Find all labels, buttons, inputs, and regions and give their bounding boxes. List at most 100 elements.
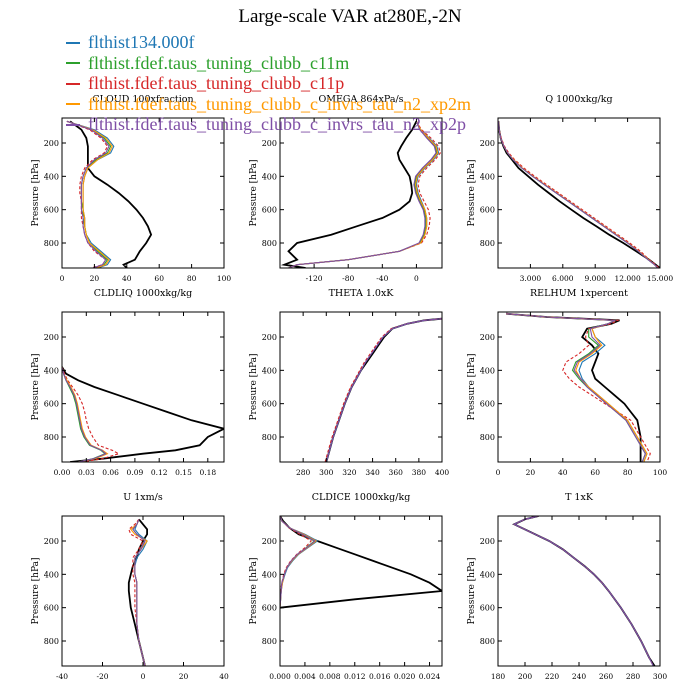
legend-item: flthist134.000f — [66, 32, 471, 53]
y-tick-label: 400 — [480, 570, 495, 579]
panel-4: THETA 1.0xK Pressure [hPa] 200 400 600 800 280… — [249, 288, 449, 477]
y-tick-label: 200 — [44, 333, 59, 342]
y-tick-label: 800 — [480, 433, 495, 442]
x-tick-label: 15.000 — [647, 274, 673, 283]
plot-frame — [279, 311, 443, 463]
x-tick-label: 380 — [412, 468, 427, 477]
legend-item: flthist.fdef.taus_tuning_clubb_c_invrs_t… — [66, 94, 471, 115]
x-tick-label: 280 — [296, 468, 311, 477]
x-tick-label: 0.012 — [344, 672, 366, 681]
x-tick-label: 260 — [599, 672, 614, 681]
x-tick-label: 300 — [319, 468, 334, 477]
panel-8: T 1xK Pressure [hPa] 200 400 600 800 180 200 220… — [467, 492, 667, 681]
y-axis-label: Pressure [hPa] — [249, 159, 259, 226]
series-line — [62, 366, 109, 462]
legend-item: flthist.fdef.taus_tuning_clubb_c11m — [66, 53, 471, 74]
x-tick-label: 100 — [653, 468, 668, 477]
y-tick-label: 600 — [262, 206, 277, 215]
series-line — [512, 516, 654, 666]
series-line — [324, 318, 442, 462]
x-tick-label: 0.000 — [269, 672, 291, 681]
series-line — [62, 366, 224, 462]
plot-frame — [61, 311, 225, 463]
panel-title: Q 1000xkg/kg — [545, 94, 612, 105]
x-tick-label: 0.00 — [54, 468, 71, 477]
y-axis-label: Pressure [hPa] — [467, 159, 477, 226]
x-tick-label: 0.020 — [394, 672, 416, 681]
series-line — [506, 313, 647, 462]
x-tick-label: 60 — [154, 274, 164, 283]
x-tick-label: 0.016 — [369, 672, 391, 681]
x-tick-label: 20 — [526, 468, 536, 477]
y-tick-label: 800 — [44, 637, 59, 646]
y-tick-label: 200 — [262, 139, 277, 148]
plot-frame — [279, 515, 443, 667]
series-line — [325, 318, 442, 462]
series-line — [66, 120, 109, 268]
y-axis-label: Pressure [hPa] — [31, 557, 41, 624]
x-tick-label: 80 — [623, 468, 633, 477]
series-line — [66, 120, 113, 268]
plot-frame — [497, 311, 661, 463]
series-line — [280, 120, 418, 268]
x-tick-label: -20 — [96, 672, 108, 681]
x-tick-label: 360 — [389, 468, 404, 477]
x-tick-label: 80 — [187, 274, 197, 283]
series-line — [66, 120, 110, 268]
plot-frame — [61, 117, 225, 269]
y-tick-label: 200 — [480, 333, 495, 342]
x-tick-label: 0 — [60, 274, 65, 283]
x-tick-label: -80 — [342, 274, 354, 283]
panel-6: U 1xm/s Pressure [hPa] 200 400 600 800 -40 -20 0… — [31, 492, 229, 681]
x-tick-label: 340 — [365, 468, 380, 477]
y-tick-label: 200 — [480, 139, 495, 148]
x-tick-label: 0.024 — [419, 672, 441, 681]
series-line — [127, 518, 149, 666]
legend-swatch — [66, 103, 80, 106]
legend: flthist134.000f flthist.fdef.taus_tuning… — [66, 32, 471, 135]
series-line — [498, 121, 660, 268]
x-tick-label: 20 — [90, 274, 100, 283]
series-line — [506, 313, 648, 462]
y-tick-label: 200 — [262, 333, 277, 342]
y-tick-label: 800 — [480, 239, 495, 248]
series-line — [128, 518, 146, 666]
y-tick-label: 600 — [480, 400, 495, 409]
series-line — [280, 516, 319, 608]
x-tick-label: 0.06 — [102, 468, 119, 477]
legend-swatch — [66, 41, 80, 44]
x-tick-label: 0.12 — [151, 468, 168, 477]
y-axis-label: Pressure [hPa] — [249, 353, 259, 420]
series-line — [512, 516, 654, 666]
y-tick-label: 400 — [262, 570, 277, 579]
x-tick-label: 0.008 — [319, 672, 341, 681]
y-axis-label: Pressure [hPa] — [467, 353, 477, 420]
y-axis-label: Pressure [hPa] — [467, 557, 477, 624]
series-line — [69, 120, 153, 268]
x-tick-label: 240 — [572, 672, 587, 681]
series-line — [132, 519, 146, 666]
y-tick-label: 600 — [262, 604, 277, 613]
x-tick-label: 60 — [590, 468, 600, 477]
legend-label: flthist134.000f — [88, 32, 195, 52]
panel-title: U 1xm/s — [123, 492, 163, 503]
legend-label: flthist.fdef.taus_tuning_clubb_c_invrs_t… — [88, 93, 471, 114]
series-line — [66, 120, 112, 268]
series-line — [280, 516, 316, 608]
panel-7: CLDICE 1000xkg/kg Pressure [hPa] 200 400 600… — [249, 492, 443, 681]
panel-1: OMEGA 864xPa/s Pressure [hPa] 200 400 600 800… — [249, 94, 443, 283]
y-tick-label: 400 — [480, 172, 495, 181]
series-line — [498, 121, 660, 268]
panel-3: CLDLIQ 1000xkg/kg Pressure [hPa] 200 400 600… — [31, 288, 225, 477]
series-line — [506, 313, 647, 462]
y-tick-label: 600 — [44, 206, 59, 215]
y-tick-label: 800 — [262, 637, 277, 646]
series-line — [280, 516, 318, 608]
y-tick-label: 800 — [44, 239, 59, 248]
x-tick-label: 3.000 — [520, 274, 542, 283]
y-axis-label: Pressure [hPa] — [249, 557, 259, 624]
y-tick-label: 800 — [262, 433, 277, 442]
x-tick-label: 0 — [414, 274, 419, 283]
legend-item: flthist.fdef.taus_tuning_clubb_c_invrs_t… — [66, 114, 471, 135]
